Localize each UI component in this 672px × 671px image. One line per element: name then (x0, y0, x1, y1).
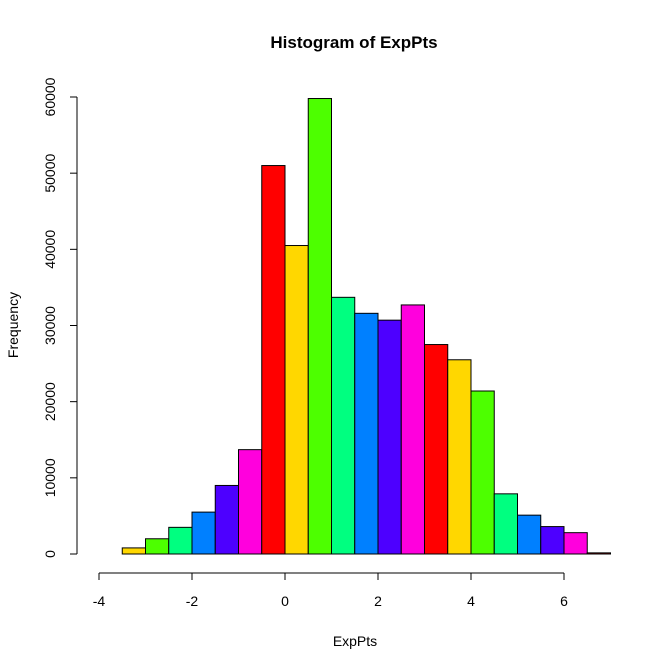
histogram-bar (424, 344, 449, 555)
x-axis-title: ExpPts (333, 633, 377, 649)
histogram-bar (493, 493, 518, 555)
histogram-bar (214, 484, 239, 555)
histogram-bar (307, 98, 332, 555)
histogram-bar (470, 390, 495, 555)
histogram-bar (121, 547, 146, 555)
x-tick-label: -4 (93, 593, 106, 609)
histogram-bar (400, 304, 425, 555)
histogram-bar (191, 511, 216, 555)
histogram-bar (563, 532, 588, 555)
histogram-bar (168, 526, 193, 555)
histogram-bar (145, 538, 170, 555)
histogram-bar (447, 359, 472, 555)
x-axis: -4 -2 0 2 4 6 (93, 572, 568, 609)
histogram-bar (261, 165, 286, 555)
histogram-bar (238, 449, 263, 555)
y-axis: 0 10000 20000 30000 40000 50000 60000 (42, 77, 78, 558)
y-tick-label: 30000 (42, 306, 58, 345)
histogram-bar (377, 319, 402, 555)
histogram-bar (331, 296, 356, 555)
y-tick-label: 20000 (42, 382, 58, 421)
histogram-bar (586, 552, 611, 555)
x-tick-label: 6 (560, 593, 568, 609)
y-tick-label: 10000 (42, 458, 58, 497)
x-tick-label: 0 (281, 593, 289, 609)
histogram-bar (284, 245, 309, 555)
y-tick-label: 60000 (42, 77, 58, 116)
y-tick-label: 0 (42, 550, 58, 558)
y-tick-label: 40000 (42, 230, 58, 269)
histogram-bar (354, 312, 379, 555)
y-axis-title: Frequency (5, 292, 21, 358)
bars-group (121, 98, 611, 555)
x-tick-label: 4 (467, 593, 475, 609)
x-tick-label: 2 (374, 593, 382, 609)
histogram-bar (540, 526, 565, 555)
histogram-bar (517, 514, 542, 555)
chart-title: Histogram of ExpPts (270, 33, 437, 52)
x-tick-label: -2 (186, 593, 199, 609)
y-tick-label: 50000 (42, 153, 58, 192)
